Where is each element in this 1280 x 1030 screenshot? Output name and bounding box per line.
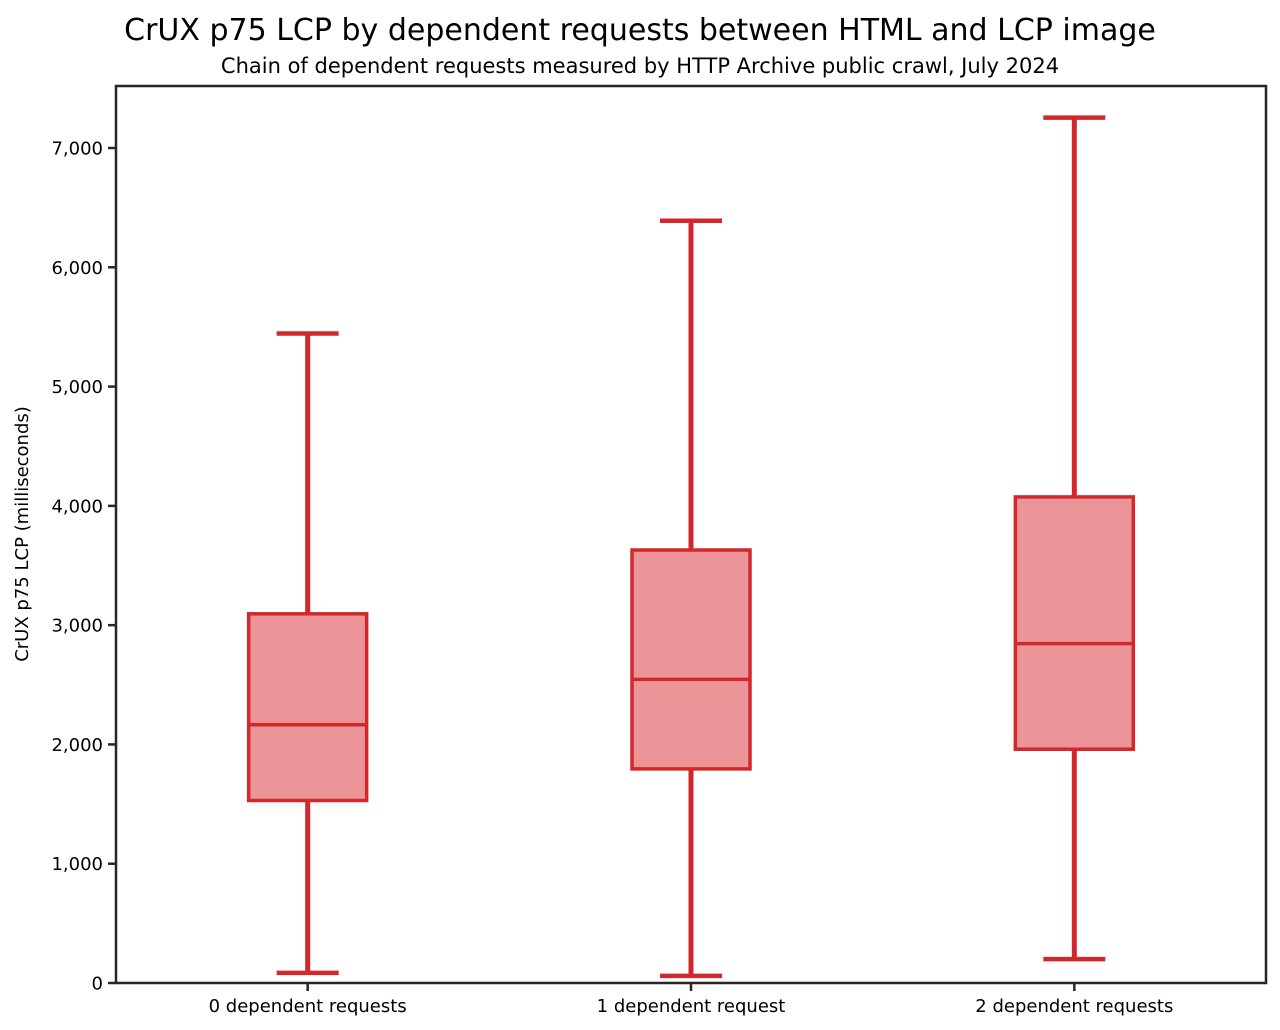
boxes [246, 115, 1136, 979]
iqr-box [630, 548, 752, 771]
y-tick-label: 5,000 [51, 377, 103, 398]
chart-title: CrUX p75 LCP by dependent requests betwe… [124, 13, 1156, 48]
y-tick-label: 4,000 [51, 496, 103, 517]
x-tick-label: 1 dependent request [597, 996, 786, 1017]
boxplot-2 [1013, 115, 1136, 962]
y-tick-label: 2,000 [51, 735, 103, 756]
x-tick-label: 0 dependent requests [209, 996, 407, 1017]
axes: 0 1,000 2,000 3,000 4,000 5,000 6,000 7,000 0 de… [51, 84, 1268, 1017]
boxplot-0 [246, 331, 369, 976]
y-tick-label: 3,000 [51, 616, 103, 637]
iqr-box [1013, 495, 1136, 751]
y-tick-label: 0 [92, 974, 103, 995]
chart-subtitle: Chain of dependent requests measured by … [221, 54, 1059, 78]
y-tick-label: 6,000 [51, 258, 103, 279]
y-tick-label: 7,000 [51, 139, 103, 160]
iqr-box [246, 612, 369, 803]
boxplot-1 [630, 218, 752, 979]
y-axis-label: CrUX p75 LCP (milliseconds) [12, 406, 33, 662]
y-tick-label: 1,000 [51, 854, 103, 875]
x-tick-label: 2 dependent requests [975, 996, 1173, 1017]
